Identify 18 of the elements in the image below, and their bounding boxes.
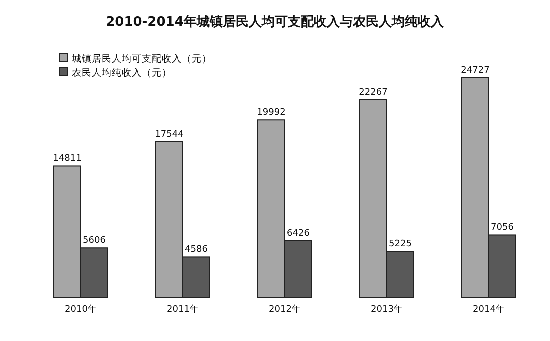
data-label: 5225 [389,240,412,250]
x-tick-label: 2014年 [473,304,505,315]
data-label: 5606 [83,236,106,246]
x-tick-label: 2013年 [371,304,403,315]
x-tick-label: 2012年 [269,304,301,315]
data-label: 7056 [491,223,514,234]
data-label: 6426 [287,228,310,239]
legend-label: 城镇居民人均可支配收入（元） [71,53,212,65]
data-label: 19992 [257,108,286,118]
data-label: 17544 [155,130,184,140]
data-label: 24727 [461,66,490,76]
x-tick-label: 2011年 [167,304,199,315]
data-label: 14811 [53,154,82,164]
x-tick-label: 2010年 [65,304,97,315]
data-label: 22267 [359,88,388,98]
chart-title: 2010-2014年城镇居民人均可支配收入与农民人均纯收入 [106,14,445,30]
legend-label: 农民人均纯收入（元） [72,67,172,79]
data-label: 4586 [185,245,208,256]
